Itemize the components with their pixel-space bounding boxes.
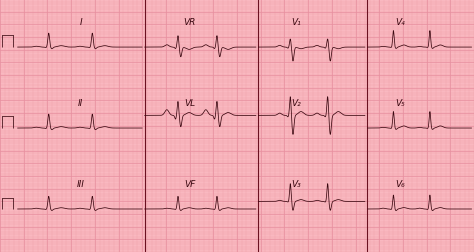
Text: V₁: V₁ — [292, 18, 301, 27]
Text: V₄: V₄ — [396, 18, 405, 27]
Text: VL: VL — [184, 99, 195, 108]
Text: II: II — [78, 99, 83, 108]
Text: VF: VF — [184, 179, 195, 188]
Text: V₅: V₅ — [396, 99, 405, 108]
Text: VR: VR — [183, 18, 196, 27]
Text: V₃: V₃ — [292, 179, 301, 188]
Text: III: III — [77, 179, 84, 188]
Text: V₂: V₂ — [292, 99, 301, 108]
Text: V₆: V₆ — [396, 179, 405, 188]
Text: I: I — [79, 18, 82, 27]
